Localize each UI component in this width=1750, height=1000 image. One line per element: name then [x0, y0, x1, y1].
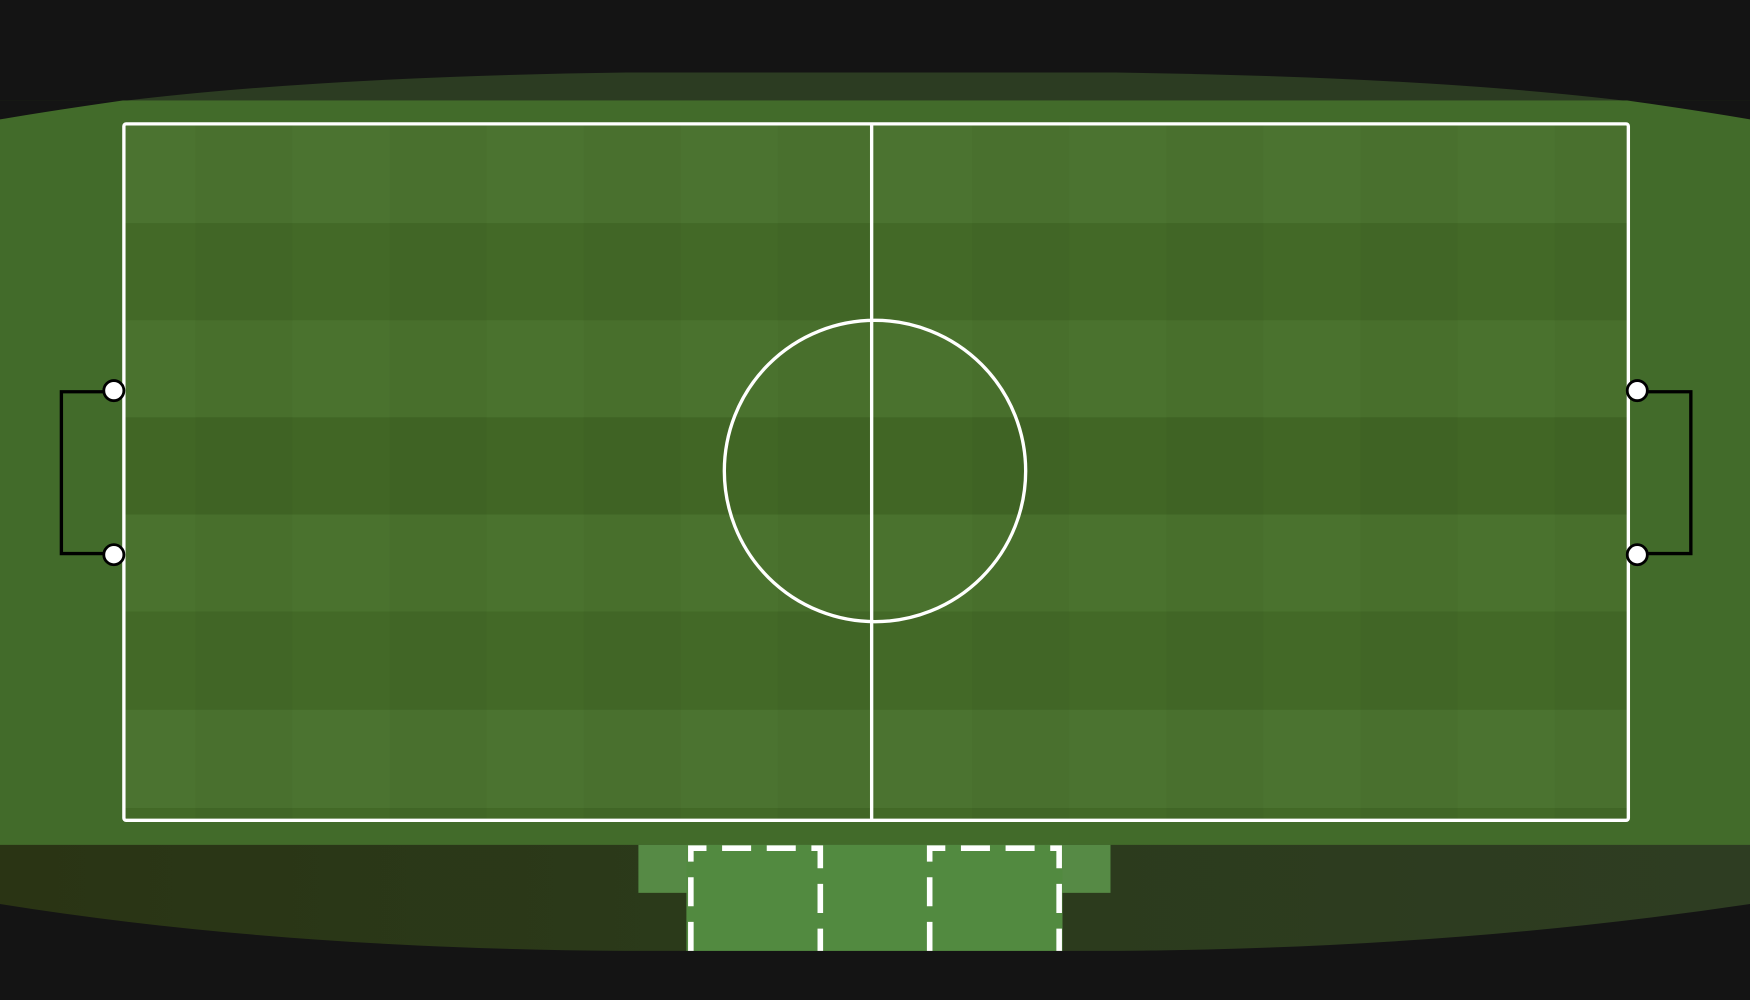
pitch-stripes — [123, 123, 1629, 821]
post — [1625, 379, 1649, 403]
column-shade — [584, 124, 681, 820]
left-goal — [59, 390, 114, 556]
stripe — [123, 808, 1629, 821]
stripe — [123, 320, 1629, 418]
bench-box-right — [926, 845, 1062, 951]
post — [1625, 543, 1649, 567]
stripe — [123, 223, 1629, 321]
center-circle — [722, 318, 1028, 624]
column-shade — [972, 124, 1069, 820]
bench-zone — [686, 844, 1063, 951]
column-shade — [1360, 124, 1457, 820]
right-goal — [1637, 390, 1693, 556]
stripe — [123, 514, 1629, 612]
stripe — [123, 123, 1629, 224]
stripe — [123, 417, 1629, 515]
column-shade — [390, 124, 487, 820]
column-shade — [195, 124, 292, 820]
column-shade — [1166, 124, 1263, 820]
bench-area — [638, 844, 1111, 951]
goals — [59, 390, 1693, 556]
pitch-lines — [122, 122, 1631, 822]
goal-posts — [102, 379, 1649, 567]
bench-lines — [688, 845, 1062, 951]
column-shade — [1555, 124, 1629, 820]
post — [102, 543, 126, 567]
post — [102, 379, 126, 403]
boundary — [122, 122, 1631, 822]
bench-box-left — [688, 845, 824, 951]
column-shade — [778, 124, 875, 820]
stripe — [123, 709, 1629, 809]
stripe — [123, 611, 1629, 710]
